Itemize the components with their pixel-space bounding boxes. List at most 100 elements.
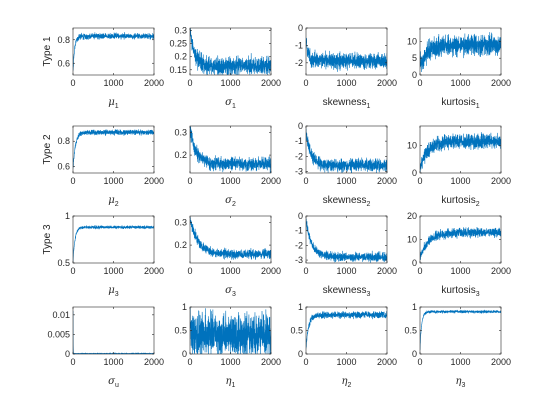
y-tick-label: 0.01 [52, 310, 70, 320]
x-tick-label: 2000 [261, 357, 281, 367]
x-tick-label: 1000 [450, 176, 470, 186]
y-tick-label: 0 [412, 168, 417, 178]
y-tick-label: -3 [295, 255, 303, 265]
x-tick-label: 0 [417, 78, 422, 88]
trace-line [420, 309, 501, 350]
trace-line [73, 32, 154, 71]
y-tick-label: 0 [412, 258, 417, 268]
x-tick-label: 1000 [450, 266, 470, 276]
trace-line [73, 311, 154, 354]
trace-line [306, 128, 387, 173]
x-tick-label: 0 [417, 357, 422, 367]
x-tick-label: 0 [187, 266, 192, 276]
y-axis-label: Type 2 [42, 134, 53, 164]
x-tick-label: 2000 [377, 266, 397, 276]
trace-line [306, 310, 387, 349]
subplot-r2-c3: 0 1000 2000 0 -1 -2 -3 skewness2 [295, 121, 397, 208]
y-tick-label: 0.15 [169, 65, 187, 75]
x-tick-label: 1000 [220, 176, 240, 186]
x-tick-label: 2000 [261, 176, 281, 186]
y-tick-label: -1 [295, 136, 303, 146]
x-axis-label: kurtosis1 [441, 97, 479, 110]
x-tick-label: 0 [303, 266, 308, 276]
x-tick-label: 0 [303, 78, 308, 88]
subplot-r4-c2: 0 1000 2000 0 0.5 1 η1 [174, 302, 281, 389]
y-tick-label: 0.6 [57, 162, 70, 172]
x-tick-label: 2000 [377, 357, 397, 367]
y-tick-label: 0.3 [174, 26, 187, 36]
subplot-r1-c2: 0 1000 2000 0.15 0.2 0.25 0.3 σ1 [169, 26, 281, 110]
x-tick-label: 0 [70, 176, 75, 186]
subplot-r2-c4: 0 1000 2000 0 10 kurtosis2 [407, 125, 511, 208]
y-tick-label: 10 [407, 140, 417, 150]
x-tick-label: 2000 [261, 266, 281, 276]
trace-line [306, 37, 387, 72]
trace-line [190, 28, 271, 75]
y-tick-label: 0 [298, 23, 303, 33]
y-tick-label: 0.005 [47, 329, 70, 339]
subplot-r3-c4: 0 1000 2000 0 10 20 kurtosis3 [407, 211, 511, 298]
x-axis-label: η3 [456, 376, 466, 389]
subplot-r3-c2: 0 1000 2000 0.2 0.3 σ3 [174, 215, 281, 298]
y-tick-label: 0.5 [290, 326, 303, 336]
subplot-r1-c1: 0 1000 2000 0.6 0.8 μ1 Type 1 [42, 27, 164, 110]
y-tick-label: 0 [298, 211, 303, 221]
x-tick-label: 0 [70, 78, 75, 88]
x-tick-label: 2000 [377, 176, 397, 186]
y-tick-label: 10 [407, 235, 417, 245]
y-tick-label: 0.5 [404, 326, 417, 336]
subplot-r4-c1: 0 1000 2000 0 0.005 0.01 σu [47, 306, 164, 389]
x-axis-label: μ2 [108, 195, 119, 208]
trace-line [420, 226, 501, 260]
axes-box [305, 27, 388, 76]
x-tick-label: 2000 [261, 78, 281, 88]
x-tick-label: 2000 [491, 266, 511, 276]
subplot-r3-c1: 0 1000 2000 0.5 1 μ3 Type 3 [42, 211, 164, 298]
x-tick-label: 0 [303, 176, 308, 186]
x-tick-label: 1000 [103, 357, 123, 367]
y-tick-label: 0.2 [174, 150, 187, 160]
x-axis-label: η2 [342, 376, 352, 389]
x-tick-label: 0 [70, 357, 75, 367]
x-tick-label: 2000 [491, 176, 511, 186]
y-tick-label: 1 [182, 302, 187, 312]
x-tick-label: 1000 [220, 78, 240, 88]
x-tick-label: 0 [70, 266, 75, 276]
y-tick-label: 1 [412, 302, 417, 312]
x-axis-label: μ1 [108, 97, 119, 110]
x-tick-label: 0 [187, 176, 192, 186]
y-tick-label: 5 [412, 53, 417, 63]
trace-line [306, 218, 387, 263]
trace-line [420, 132, 501, 173]
x-axis-label: σu [108, 376, 119, 389]
y-tick-label: 0.3 [174, 218, 187, 228]
x-tick-label: 1000 [336, 176, 356, 186]
trace-line [190, 307, 271, 354]
x-tick-label: 0 [417, 266, 422, 276]
x-tick-label: 1000 [103, 78, 123, 88]
y-tick-label: -2 [295, 240, 303, 250]
x-tick-label: 2000 [491, 357, 511, 367]
y-tick-label: 0.8 [57, 136, 70, 146]
x-tick-label: 1000 [450, 78, 470, 88]
trace-line [190, 216, 271, 260]
x-axis-label: kurtosis3 [441, 285, 479, 298]
x-tick-label: 1000 [103, 266, 123, 276]
x-axis-label: skewness1 [323, 97, 371, 110]
x-tick-label: 1000 [450, 357, 470, 367]
y-tick-label: 0 [298, 349, 303, 359]
x-axis-label: μ3 [108, 285, 119, 298]
subplot-r1-c4: 0 1000 2000 0 5 10 kurtosis1 [407, 27, 511, 110]
y-tick-label: 0.6 [57, 58, 70, 68]
x-axis-label: skewness2 [323, 195, 371, 208]
x-tick-label: 1000 [336, 357, 356, 367]
y-tick-label: 0.8 [57, 35, 70, 45]
y-tick-label: 0 [412, 349, 417, 359]
x-tick-label: 1000 [103, 176, 123, 186]
y-tick-label: 0 [412, 70, 417, 80]
trace-line [73, 225, 154, 263]
y-tick-label: 0 [65, 349, 70, 359]
y-tick-label: 0.2 [174, 240, 187, 250]
axes-box [72, 306, 155, 355]
subplot-r3-c3: 0 1000 2000 0 -1 -2 -3 skewness3 [295, 211, 397, 298]
